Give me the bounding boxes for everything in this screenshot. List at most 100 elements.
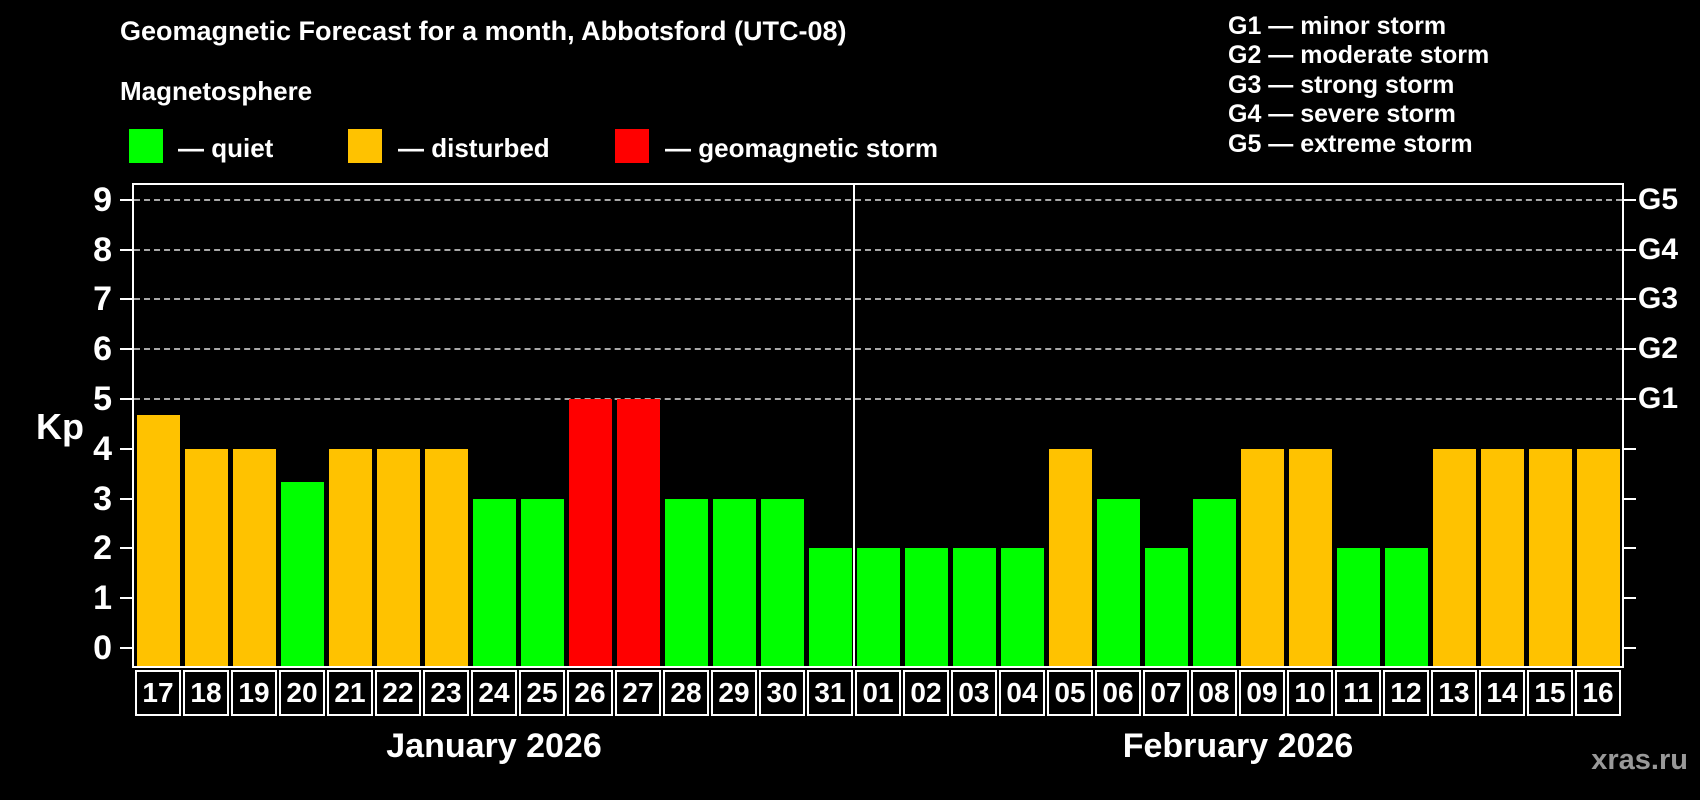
disturbed-legend-label: — disturbed bbox=[398, 133, 550, 163]
kp-bar-day-05 bbox=[1048, 448, 1092, 666]
day-label-cell-28: 28 bbox=[663, 670, 709, 716]
day-label-cell-18: 18 bbox=[183, 670, 229, 716]
kp-bar-day-14 bbox=[1480, 448, 1524, 666]
day-label-cell-23: 23 bbox=[423, 670, 469, 716]
kp-bar-day-22 bbox=[376, 448, 420, 666]
kp-bar-day-12 bbox=[1384, 548, 1428, 666]
day-label-cell-06: 06 bbox=[1095, 670, 1141, 716]
day-label-cell-01: 01 bbox=[855, 670, 901, 716]
kp-bar-day-18 bbox=[184, 448, 228, 666]
page-title: Geomagnetic Forecast for a month, Abbots… bbox=[120, 16, 847, 46]
g-scale-label-G4: G4 bbox=[1638, 232, 1679, 266]
storm-color-swatch bbox=[615, 129, 649, 163]
y-tick-label-3: 3 bbox=[93, 479, 112, 518]
kp-bar-day-24 bbox=[472, 498, 516, 666]
kp-bar-chart-plot-area bbox=[132, 183, 1624, 668]
y-axis-tick-left-7 bbox=[120, 298, 132, 301]
day-label-cell-15: 15 bbox=[1527, 670, 1573, 716]
day-label-cell-19: 19 bbox=[231, 670, 277, 716]
day-label-cell-27: 27 bbox=[615, 670, 661, 716]
y-axis-tick-left-5 bbox=[120, 398, 132, 400]
y-tick-label-7: 7 bbox=[93, 280, 112, 319]
day-label-cell-07: 07 bbox=[1143, 670, 1189, 716]
day-label-cell-03: 03 bbox=[951, 670, 997, 716]
g-scale-legend: G1 — minor storm G2 — moderate storm G3 … bbox=[1228, 12, 1489, 159]
month-separator bbox=[853, 185, 855, 666]
day-label-cell-30: 30 bbox=[759, 670, 805, 716]
quiet-color-swatch bbox=[129, 129, 163, 163]
kp-bar-day-03 bbox=[952, 548, 996, 666]
y-tick-label-6: 6 bbox=[93, 330, 112, 369]
day-label-cell-20: 20 bbox=[279, 670, 325, 716]
gridline-kp-9 bbox=[134, 198, 1622, 201]
y-axis-tick-right-9 bbox=[1624, 198, 1636, 201]
kp-bar-day-30 bbox=[760, 498, 804, 666]
g-scale-label-G2: G2 bbox=[1638, 332, 1679, 366]
y-axis-tick-left-9 bbox=[120, 198, 132, 201]
y-axis-tick-right-2 bbox=[1624, 547, 1636, 550]
y-axis-tick-right-3 bbox=[1624, 497, 1636, 500]
y-axis-label: Kp bbox=[36, 406, 84, 447]
day-label-cell-11: 11 bbox=[1335, 670, 1381, 716]
gridline-kp-6 bbox=[134, 348, 1622, 351]
kp-bar-day-09 bbox=[1240, 448, 1284, 666]
day-label-cell-09: 09 bbox=[1239, 670, 1285, 716]
y-axis-tick-left-0 bbox=[120, 647, 132, 649]
y-axis-tick-right-6 bbox=[1624, 348, 1636, 351]
y-tick-label-9: 9 bbox=[93, 180, 112, 219]
y-axis-tick-left-8 bbox=[120, 248, 132, 251]
kp-bar-day-13 bbox=[1432, 448, 1476, 666]
month-label-february: February 2026 bbox=[1122, 727, 1354, 765]
kp-bar-day-20 bbox=[280, 482, 324, 666]
g4-legend-line: G4 — severe storm bbox=[1228, 100, 1456, 129]
kp-bar-day-08 bbox=[1192, 498, 1236, 666]
day-label-cell-08: 08 bbox=[1191, 670, 1237, 716]
y-axis-tick-right-0 bbox=[1624, 647, 1636, 649]
gridline-kp-8 bbox=[134, 248, 1622, 251]
storm-legend-label: — geomagnetic storm bbox=[665, 133, 939, 163]
day-label-cell-16: 16 bbox=[1575, 670, 1621, 716]
day-label-cell-13: 13 bbox=[1431, 670, 1477, 716]
y-axis-tick-left-4 bbox=[120, 447, 132, 450]
gridline-kp-5 bbox=[134, 398, 1622, 400]
g1-legend-line: G1 — minor storm bbox=[1228, 12, 1447, 40]
y-axis-tick-left-3 bbox=[120, 497, 132, 500]
kp-bar-day-31 bbox=[808, 548, 852, 666]
gridline-kp-7 bbox=[134, 298, 1622, 301]
day-label-cell-12: 12 bbox=[1383, 670, 1429, 716]
y-tick-label-1: 1 bbox=[93, 579, 112, 618]
kp-bar-day-27 bbox=[616, 399, 660, 666]
disturbed-color-swatch bbox=[348, 129, 382, 163]
y-tick-label-2: 2 bbox=[93, 529, 112, 568]
kp-bar-day-25 bbox=[520, 498, 564, 666]
y-axis-tick-right-1 bbox=[1624, 597, 1636, 600]
y-axis-tick-right-5 bbox=[1624, 398, 1636, 400]
kp-bar-day-26 bbox=[568, 399, 612, 666]
magnetosphere-legend-title: Magnetosphere bbox=[120, 76, 313, 106]
day-label-cell-05: 05 bbox=[1047, 670, 1093, 716]
kp-bar-day-10 bbox=[1288, 448, 1332, 666]
day-label-cell-25: 25 bbox=[519, 670, 565, 716]
day-label-cell-26: 26 bbox=[567, 670, 613, 716]
day-label-cell-22: 22 bbox=[375, 670, 421, 716]
g-scale-label-G3: G3 bbox=[1638, 282, 1679, 316]
day-label-cell-14: 14 bbox=[1479, 670, 1525, 716]
y-axis-tick-left-1 bbox=[120, 597, 132, 600]
kp-bar-day-07 bbox=[1144, 548, 1188, 666]
day-label-cell-31: 31 bbox=[807, 670, 853, 716]
kp-bar-day-04 bbox=[1000, 548, 1044, 666]
day-label-cell-17: 17 bbox=[135, 670, 181, 716]
watermark: xras.ru bbox=[1591, 744, 1688, 776]
day-label-cell-24: 24 bbox=[471, 670, 517, 716]
y-axis-tick-right-7 bbox=[1624, 298, 1636, 301]
g2-legend-line: G2 — moderate storm bbox=[1228, 41, 1490, 70]
g-scale-label-G5: G5 bbox=[1638, 182, 1679, 216]
y-tick-label-8: 8 bbox=[93, 230, 112, 269]
month-label-january: January 2026 bbox=[386, 727, 602, 765]
day-label-cell-02: 02 bbox=[903, 670, 949, 716]
day-label-cell-10: 10 bbox=[1287, 670, 1333, 716]
kp-bar-day-29 bbox=[712, 498, 756, 666]
g-scale-label-G1: G1 bbox=[1638, 382, 1679, 415]
y-axis-tick-right-4 bbox=[1624, 447, 1636, 450]
